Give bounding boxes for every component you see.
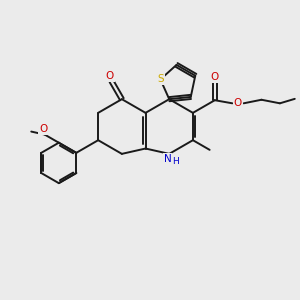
Text: S: S [158, 74, 164, 84]
Text: N: N [164, 154, 172, 164]
Text: O: O [106, 71, 114, 81]
Text: O: O [234, 98, 242, 108]
Text: O: O [39, 124, 47, 134]
Text: H: H [172, 157, 179, 166]
Text: O: O [211, 72, 219, 82]
